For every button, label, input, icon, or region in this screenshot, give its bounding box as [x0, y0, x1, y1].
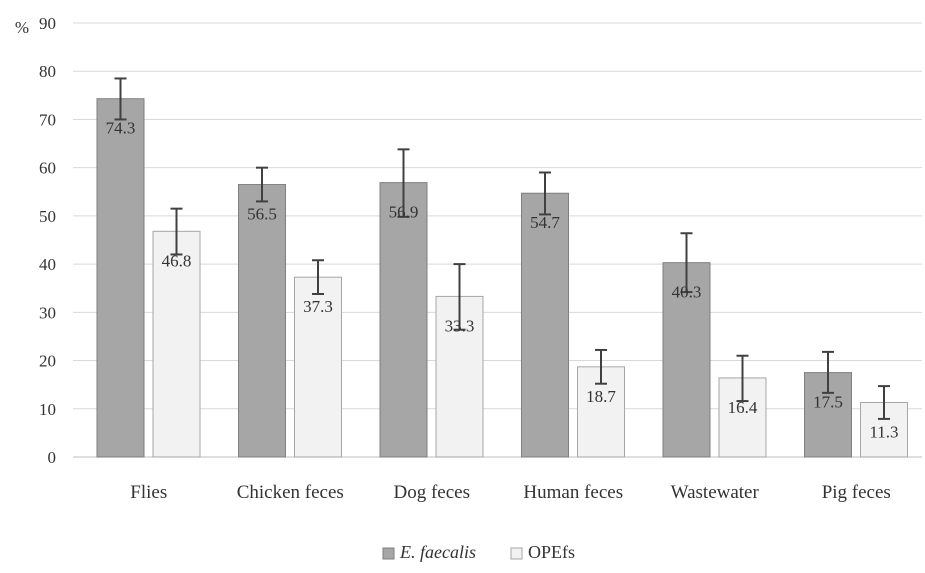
y-tick-label: 40 — [39, 255, 56, 274]
y-tick-label: 20 — [39, 352, 56, 371]
legend-label: E. faecalis — [399, 542, 476, 562]
legend-swatch — [382, 547, 395, 560]
bars — [96, 98, 908, 458]
bar — [521, 192, 569, 458]
x-category-label: Human feces — [523, 482, 623, 503]
bar — [662, 262, 711, 458]
data-label: 33.3 — [445, 316, 475, 335]
bar — [294, 276, 342, 458]
data-label: 16.4 — [728, 398, 758, 417]
bar — [860, 402, 908, 458]
x-category-label: Dog feces — [394, 482, 471, 503]
bar — [379, 182, 428, 458]
x-category-label: Pig feces — [822, 482, 891, 503]
data-label: 46.8 — [162, 251, 192, 270]
y-tick-label: 30 — [39, 303, 56, 322]
x-axis-categories: Flies Chicken feces Dog feces Human feces Wa… — [130, 482, 891, 503]
legend: E. faecalis OPEfs — [382, 542, 575, 562]
x-category-label: Chicken feces — [237, 482, 344, 503]
bar — [435, 295, 484, 458]
y-tick-label: 70 — [39, 110, 56, 129]
x-category-label: Flies — [130, 482, 167, 503]
gridlines — [73, 22, 922, 458]
y-axis-unit-label: % — [15, 18, 29, 37]
y-tick-label: 0 — [48, 448, 57, 467]
data-label: 17.5 — [813, 393, 843, 412]
y-tick-label: 90 — [39, 14, 56, 33]
data-label: 74.3 — [106, 119, 136, 138]
data-labels: 74.3 46.8 56.5 37.3 56.9 33.3 54.7 18.7 40.3 16.4… — [106, 119, 899, 442]
legend-swatch — [510, 547, 523, 560]
data-label: 37.3 — [303, 297, 333, 316]
y-axis: 0 10 20 30 40 50 60 70 80 90 — [39, 14, 56, 467]
legend-label: OPEfs — [528, 542, 575, 562]
y-tick-label: 10 — [39, 400, 56, 419]
data-label: 56.9 — [389, 203, 419, 222]
data-label: 18.7 — [586, 387, 616, 406]
y-tick-label: 80 — [39, 62, 56, 81]
data-label: 56.5 — [247, 205, 277, 224]
y-tick-label: 60 — [39, 159, 56, 178]
y-tick-label: 50 — [39, 207, 56, 226]
data-label: 54.7 — [530, 213, 560, 232]
data-label: 40.3 — [672, 283, 702, 302]
x-category-label: Wastewater — [671, 482, 760, 503]
bar — [238, 184, 286, 458]
bar — [96, 98, 145, 458]
data-label: 11.3 — [869, 423, 898, 442]
error-bars — [114, 77, 890, 420]
